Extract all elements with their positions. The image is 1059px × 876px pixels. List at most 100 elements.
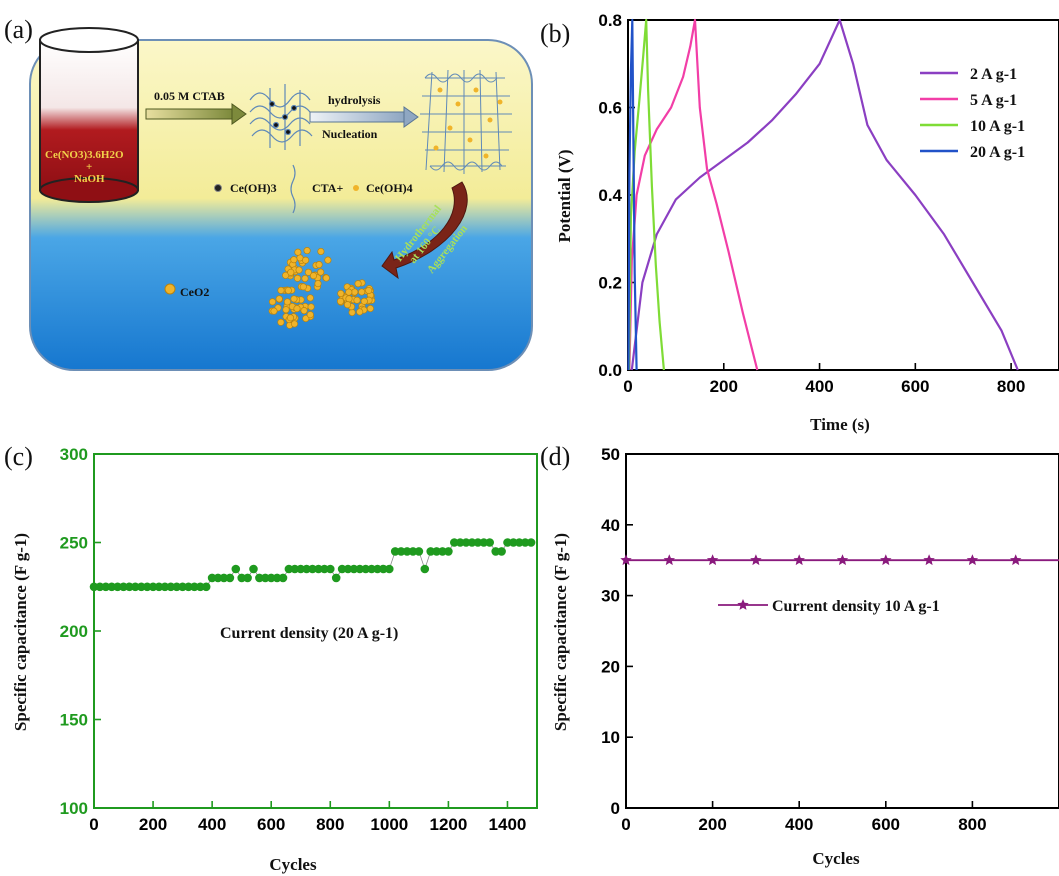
data-point <box>107 582 116 592</box>
ceoh4-marker-icon <box>353 185 359 191</box>
ceo2-particle <box>351 288 359 296</box>
ceo2-particle <box>303 247 311 255</box>
ceo2-particle <box>290 320 299 328</box>
ceo2-particle <box>284 286 292 295</box>
data-point <box>473 538 483 547</box>
ceo2-particle <box>302 314 310 323</box>
data-point <box>461 538 471 547</box>
data-point <box>225 573 235 583</box>
data-point <box>438 547 447 556</box>
micelle-network-icon <box>420 69 512 174</box>
ceo2-clusters <box>268 247 376 329</box>
data-point <box>326 564 335 574</box>
ceo2-particle <box>286 314 295 322</box>
data-point <box>385 564 394 574</box>
ceo2-particle <box>304 268 312 276</box>
y-tick-label: 20 <box>601 657 620 676</box>
ceo2-particle <box>275 295 283 303</box>
ceo2-particle <box>322 274 330 282</box>
data-point <box>190 582 199 592</box>
x-tick-label: 200 <box>139 815 167 834</box>
ceo2-particle <box>282 306 290 314</box>
data-point <box>131 582 140 592</box>
x-tick-label: 800 <box>316 815 344 834</box>
ceo2-particle <box>300 307 308 315</box>
plot-d: 0 200 400 600 800 0 10 20 30 40 50 Current density … <box>601 445 1059 834</box>
ceo2-particle <box>301 274 309 283</box>
step-arrow-icon <box>145 103 247 125</box>
data-point <box>355 564 365 574</box>
data-point-star <box>750 554 762 566</box>
data-point <box>278 573 288 583</box>
data-point <box>450 538 459 547</box>
data-point <box>308 564 317 574</box>
x-tick-label: 1200 <box>429 815 467 834</box>
panel-c-label: (c) <box>4 442 33 471</box>
ceo2-particle <box>283 298 291 306</box>
data-point <box>243 573 252 583</box>
ceo2-particle <box>336 297 345 305</box>
plot-b-ylabel: Potential (V) <box>555 149 574 242</box>
data-point <box>343 564 353 574</box>
data-point <box>219 573 229 583</box>
data-point <box>166 582 176 592</box>
ceo2-particle <box>366 304 374 313</box>
data-point <box>402 547 412 556</box>
ceo2-particle <box>302 256 310 264</box>
y-tick-label: 0.0 <box>598 361 622 380</box>
plot-c-ylabel: Specific capacitance (F g-1) <box>11 533 30 731</box>
data-point <box>349 564 359 574</box>
data-point <box>455 538 465 547</box>
data-point <box>526 538 536 547</box>
data-point <box>503 538 512 547</box>
ceo2-particle <box>294 248 302 256</box>
data-point-star <box>793 554 805 566</box>
data-point <box>249 564 258 574</box>
data-point <box>237 573 246 583</box>
ceo2-particle <box>353 296 361 304</box>
ceo2-particle <box>345 295 353 303</box>
y-tick-label: 0.2 <box>598 274 622 293</box>
legend-label-3: 10 A g-1 <box>970 118 1025 135</box>
y-tick-label: 0 <box>611 799 620 818</box>
ceo2-particle <box>356 308 364 316</box>
data-point <box>515 538 524 547</box>
ceo2-particle <box>317 268 325 276</box>
series-connector <box>94 542 532 588</box>
plot-c-annotation: Current density (20 A g-1) <box>220 625 398 642</box>
y-tick-label: 30 <box>601 587 620 606</box>
y-tick-label: 0.4 <box>598 186 622 205</box>
x-tick-label: 1400 <box>489 815 527 834</box>
beaker-label-1: Ce(NO3)3.6H2O <box>45 149 124 161</box>
y-tick-label: 40 <box>601 516 620 535</box>
data-point <box>414 547 424 556</box>
ceo2-particle <box>345 288 353 296</box>
data-point <box>396 547 406 556</box>
data-point <box>89 582 99 592</box>
ceo2-particle <box>317 247 325 256</box>
y-tick-label: 100 <box>60 799 88 818</box>
data-point <box>497 547 506 556</box>
ceo2-particle <box>337 289 345 298</box>
ceo2-particle <box>293 274 302 282</box>
data-point <box>467 538 477 547</box>
plot-b: 0 200 400 600 800 0.0 0.2 0.4 0.6 0.8 2 A g-1 5 A g… <box>598 11 1059 396</box>
ceo2-particle <box>354 280 362 288</box>
step1-label: 0.05 M CTAB <box>154 89 225 103</box>
y-tick-label: 300 <box>60 445 88 464</box>
data-point <box>137 582 146 592</box>
plot-frame <box>625 453 1059 809</box>
ceo2-particle <box>365 286 373 295</box>
x-tick-label: 800 <box>958 815 986 834</box>
data-point <box>302 564 311 574</box>
data-point <box>255 573 264 583</box>
data-point <box>160 582 170 592</box>
data-point-star <box>663 554 675 566</box>
y-tick-label: 10 <box>601 728 620 747</box>
ceo2-particle <box>290 295 298 303</box>
data-point <box>337 564 347 574</box>
data-point <box>373 564 382 574</box>
ceo2-particle <box>343 301 352 309</box>
series-line-4 <box>627 18 638 371</box>
